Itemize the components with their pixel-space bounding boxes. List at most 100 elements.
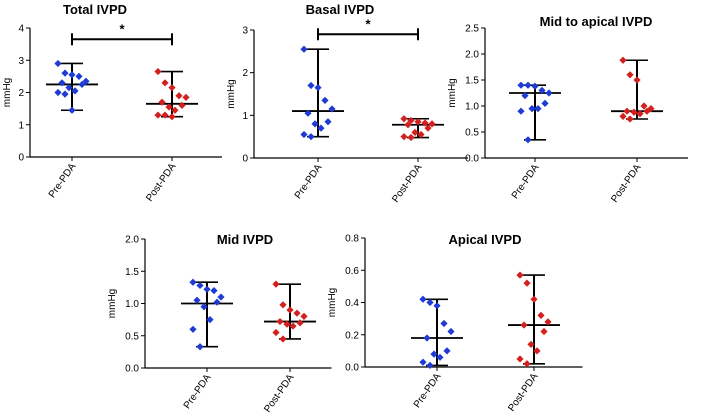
data-point bbox=[424, 124, 432, 132]
data-point bbox=[426, 361, 434, 369]
y-tick-label: 0.0 bbox=[465, 154, 479, 165]
data-point bbox=[300, 130, 308, 139]
data-point bbox=[178, 101, 186, 109]
y-axis-label: mmHg bbox=[447, 78, 458, 107]
x-tick-label: Pre-PDA bbox=[47, 161, 79, 200]
y-tick-label: 0.5 bbox=[125, 331, 139, 342]
data-point bbox=[307, 81, 315, 90]
data-point bbox=[531, 82, 539, 90]
data-point bbox=[533, 347, 541, 355]
y-tick-label: 0.0 bbox=[345, 363, 359, 374]
data-point bbox=[196, 343, 204, 351]
data-point bbox=[279, 335, 287, 343]
y-tick-label: 3 bbox=[18, 56, 24, 67]
chart-panel-2: Basal IVPD 0 1 2 3 mmHg Pre-PDA Post-PDA * bbox=[226, 2, 468, 205]
data-point bbox=[414, 118, 422, 126]
data-point bbox=[520, 321, 528, 329]
data-point bbox=[417, 130, 425, 139]
data-point bbox=[213, 298, 221, 306]
data-point bbox=[65, 84, 73, 92]
data-point bbox=[311, 120, 319, 128]
data-point bbox=[206, 316, 214, 324]
data-point bbox=[317, 124, 325, 132]
y-tick-label: 0.4 bbox=[345, 298, 359, 309]
data-point bbox=[541, 99, 549, 107]
significance-star: * bbox=[365, 16, 371, 31]
significance-star: * bbox=[119, 21, 125, 36]
data-point bbox=[175, 92, 183, 100]
data-point bbox=[521, 92, 529, 100]
x-tick-label: Post-PDA bbox=[506, 371, 540, 414]
data-point bbox=[630, 108, 638, 116]
data-point bbox=[619, 112, 627, 120]
chart-panel-4: Mid IVPD 0.0 0.5 1.0 1.5 2.0 mmHg Pre-PDA Post-P… bbox=[107, 232, 332, 415]
x-tick-label: Post-PDA bbox=[390, 162, 424, 205]
y-tick-label: 0.0 bbox=[125, 364, 139, 375]
y-tick-label: 1 bbox=[242, 111, 248, 122]
data-point bbox=[307, 133, 315, 141]
data-point bbox=[321, 96, 329, 104]
data-point bbox=[286, 306, 294, 314]
data-point bbox=[158, 98, 166, 106]
y-tick-label: 0.5 bbox=[465, 128, 479, 139]
data-point bbox=[58, 79, 66, 87]
data-point bbox=[544, 318, 552, 326]
data-point bbox=[428, 120, 436, 128]
data-point bbox=[626, 71, 634, 79]
y-tick-label: 1.0 bbox=[125, 299, 139, 310]
data-point bbox=[517, 81, 525, 89]
data-point bbox=[516, 271, 524, 279]
data-point bbox=[440, 319, 448, 328]
x-tick-label: Pre-PDA bbox=[182, 372, 214, 411]
y-tick-label: 2 bbox=[18, 88, 24, 99]
data-point bbox=[200, 303, 208, 311]
y-tick-label: 1 bbox=[18, 120, 24, 131]
data-point bbox=[75, 72, 83, 80]
data-point bbox=[530, 295, 538, 303]
data-point bbox=[324, 118, 332, 126]
data-point bbox=[165, 103, 173, 111]
data-point bbox=[419, 358, 427, 366]
data-point bbox=[447, 327, 455, 336]
data-point bbox=[300, 45, 308, 53]
y-tick-label: 1.0 bbox=[465, 102, 479, 113]
data-point bbox=[272, 328, 280, 337]
data-point bbox=[640, 102, 648, 110]
x-tick-label: Post-PDA bbox=[262, 372, 296, 415]
data-point bbox=[540, 327, 548, 336]
data-point bbox=[623, 107, 631, 115]
data-point bbox=[68, 71, 76, 79]
data-point bbox=[82, 77, 90, 85]
data-point bbox=[296, 319, 304, 327]
y-tick-label: 4 bbox=[18, 24, 24, 35]
data-point bbox=[426, 298, 434, 307]
y-tick-label: 1.5 bbox=[465, 76, 479, 87]
data-point bbox=[196, 281, 204, 290]
data-point bbox=[61, 69, 69, 77]
x-tick-label: Post-PDA bbox=[144, 161, 178, 204]
data-point bbox=[276, 317, 284, 326]
data-point bbox=[400, 133, 408, 141]
data-point bbox=[54, 88, 62, 97]
data-point bbox=[71, 87, 79, 95]
data-point bbox=[161, 111, 169, 119]
data-point bbox=[516, 355, 524, 363]
data-point bbox=[154, 67, 162, 76]
chart-title: Total IVPD bbox=[63, 2, 127, 17]
data-point bbox=[300, 312, 308, 320]
data-point bbox=[189, 278, 197, 286]
data-point bbox=[304, 109, 312, 117]
data-point bbox=[289, 322, 297, 330]
data-point bbox=[443, 347, 451, 355]
y-tick-label: 0.8 bbox=[345, 234, 359, 245]
x-tick-label: Pre-PDA bbox=[293, 162, 325, 201]
data-point bbox=[430, 350, 438, 358]
chart-title: Mid to apical IVPD bbox=[540, 14, 653, 29]
data-point bbox=[643, 107, 651, 115]
data-point bbox=[168, 84, 176, 92]
data-point bbox=[68, 106, 76, 114]
data-point bbox=[419, 295, 427, 303]
y-tick-label: 0.2 bbox=[345, 330, 359, 341]
chart-title: Basal IVPD bbox=[306, 2, 375, 17]
